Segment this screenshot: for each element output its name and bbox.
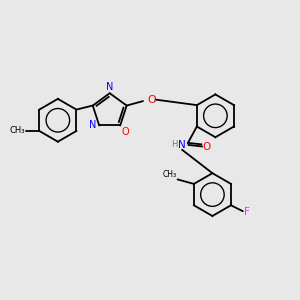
Text: N: N <box>178 140 186 150</box>
Text: N: N <box>106 82 113 92</box>
Text: CH₃: CH₃ <box>163 170 177 179</box>
Text: N: N <box>89 121 97 130</box>
Text: CH₃: CH₃ <box>10 127 25 136</box>
Text: O: O <box>202 142 211 152</box>
Text: H: H <box>171 140 178 149</box>
Text: O: O <box>122 127 129 137</box>
Text: O: O <box>148 94 156 105</box>
Text: F: F <box>244 207 250 217</box>
